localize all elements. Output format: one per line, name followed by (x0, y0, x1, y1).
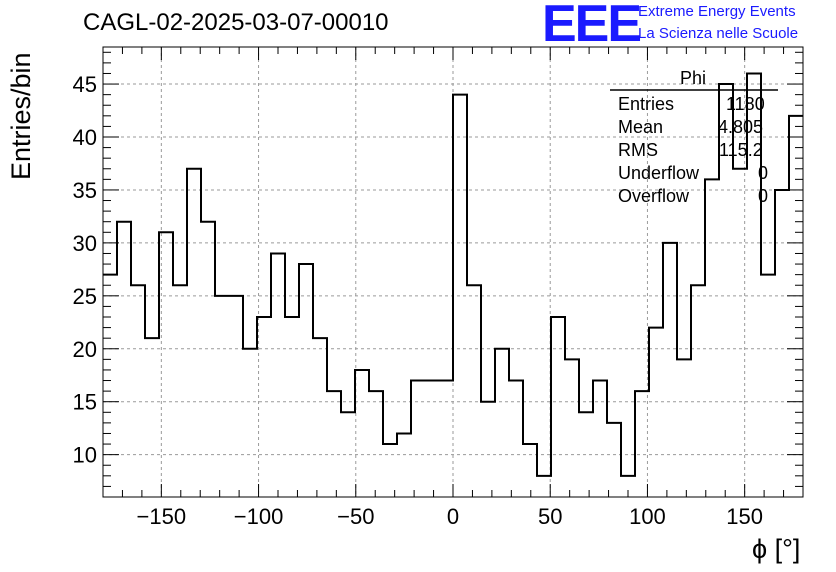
eee-logo: EEE (542, 0, 642, 53)
stats-label-rms: RMS (618, 140, 658, 160)
y-tick-label: 35 (73, 178, 97, 203)
stats-label-overflow: Overflow (618, 186, 690, 206)
x-tick-label: −150 (137, 504, 187, 529)
plot-title: CAGL-02-2025-03-07-00010 (83, 9, 389, 36)
y-tick-label: 30 (73, 231, 97, 256)
y-tick-label: 40 (73, 125, 97, 150)
x-tick-label: 150 (726, 504, 763, 529)
x-tick-label: 0 (447, 504, 459, 529)
x-tick-label: 50 (538, 504, 562, 529)
y-tick-label: 15 (73, 390, 97, 415)
logo-line-1: Extreme Energy Events (638, 3, 796, 20)
logo-line-2: La Scienza nelle Scuole (638, 25, 799, 42)
stats-value-entries: 1180 (726, 94, 765, 114)
y-axis-label: Entries/bin (6, 52, 36, 180)
stats-value-overflow: 0 (758, 186, 769, 206)
stats-value-underflow: 0 (758, 163, 769, 183)
stats-label-mean: Mean (618, 117, 664, 137)
y-tick-label: 20 (73, 337, 97, 362)
y-tick-label: 45 (73, 72, 97, 97)
stats-label-entries: Entries (618, 94, 675, 114)
histogram-series (103, 72, 803, 477)
y-tick-label: 25 (73, 284, 97, 309)
x-axis-label: ϕ [°] (752, 534, 801, 564)
x-tick-label: 100 (629, 504, 666, 529)
y-tick-label: 10 (73, 443, 97, 468)
stats-label-underflow: Underflow (618, 163, 700, 183)
stats-value-rms: 115.2 (719, 140, 763, 160)
stats-value-mean: 4.805 (718, 117, 764, 137)
stats-box-title: Phi (680, 68, 707, 88)
x-tick-label: −50 (337, 504, 374, 529)
x-tick-label: −100 (234, 504, 284, 529)
